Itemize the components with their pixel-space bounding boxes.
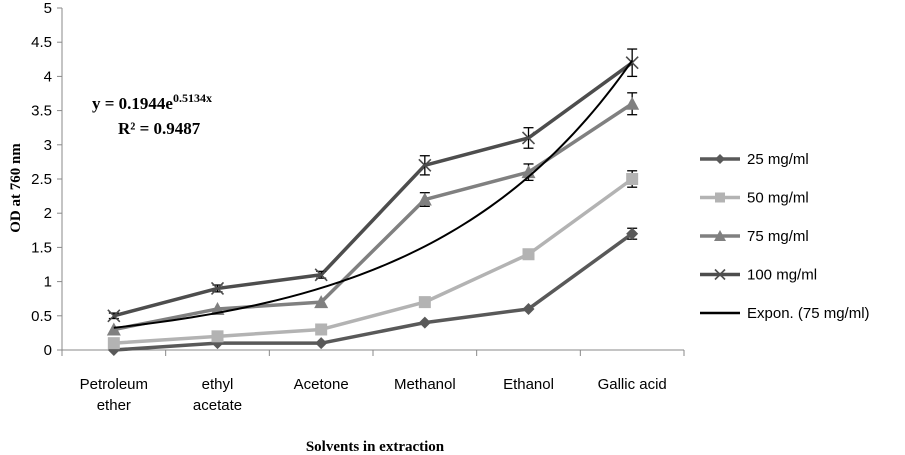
x-category-label-line: Petroleum: [80, 376, 148, 393]
trendline-group: [113, 59, 633, 329]
legend-label: 100 mg/ml: [747, 267, 817, 284]
x-category-label-line: acetate: [193, 397, 242, 414]
data-point-marker: [315, 323, 328, 336]
y-axis: 0 0.5 1 1.5 2 2.5 3 3.5 4 4.5 5: [31, 0, 63, 359]
legend-item: 50 mg/ml: [700, 190, 809, 207]
x-category-label: ethyl acetate: [193, 376, 242, 414]
x-category-label: Acetone: [294, 376, 349, 393]
data-point-marker: [521, 131, 536, 145]
legend-label: 25 mg/ml: [747, 151, 809, 168]
data-point-marker: [714, 268, 726, 281]
legend-item: 100 mg/ml: [700, 267, 817, 284]
trendline-equation: y = 0.1944e0.5134x: [92, 91, 212, 113]
series-line: [113, 232, 634, 352]
x-axis-title: Solvents in extraction: [306, 439, 445, 455]
legend-item: 25 mg/ml: [700, 151, 809, 168]
data-point-marker: [522, 248, 535, 261]
data-point-marker: [418, 158, 432, 172]
series-50-mg-ml: [107, 170, 639, 350]
x-category-label-line: Gallic acid: [598, 376, 667, 393]
series-line: [113, 177, 634, 345]
y-tick-label: 4: [44, 68, 52, 85]
y-tick-label: 0.5: [31, 308, 52, 325]
data-point-marker: [106, 322, 121, 336]
x-category-label: Methanol: [394, 376, 456, 393]
x-category-label: Ethanol: [503, 376, 554, 393]
data-point-marker: [626, 173, 639, 185]
data-point-marker: [417, 192, 432, 206]
y-tick-label: 1.5: [31, 239, 52, 256]
data-point-marker: [315, 337, 328, 350]
data-point-marker: [314, 268, 328, 282]
trendline-equation-base: y = 0.1944e: [92, 94, 173, 113]
legend-label: 75 mg/ml: [747, 228, 809, 245]
data-point-marker: [314, 295, 329, 309]
legend-label: 50 mg/ml: [747, 190, 809, 207]
legend: 25 mg/ml 50 mg/ml 75 mg/ml 100 mg/ml Expon. …: [700, 151, 870, 322]
y-tick-label: 1: [44, 274, 52, 291]
y-tick-label: 4.5: [31, 34, 52, 51]
data-point-marker: [715, 192, 725, 203]
legend-item: 75 mg/ml: [700, 228, 809, 245]
y-tick-label: 0: [44, 342, 52, 359]
data-point-marker: [210, 281, 225, 296]
x-category-label-line: ether: [97, 397, 131, 414]
series-100-mg-ml: [107, 48, 639, 323]
data-point-marker: [715, 154, 725, 164]
y-tick-label: 2: [44, 205, 52, 222]
data-point-marker: [714, 230, 726, 241]
legend-label: Expon. (75 mg/ml): [747, 305, 870, 322]
data-point-marker: [107, 309, 121, 323]
legend-item: Expon. (75 mg/ml): [700, 305, 870, 322]
data-point-marker: [625, 96, 640, 110]
y-tick-label: 3: [44, 137, 52, 154]
x-category-label-line: ethyl: [202, 376, 234, 393]
data-point-marker: [418, 316, 431, 329]
series-line: [113, 61, 634, 318]
data-point-marker: [418, 296, 431, 309]
trendline-equation-exponent: 0.5134x: [173, 91, 212, 105]
y-tick-label: 5: [44, 0, 52, 17]
trendline-r-squared: R² = 0.9487: [118, 119, 201, 138]
data-point-marker: [107, 337, 120, 350]
x-category-label-line: Acetone: [294, 376, 349, 393]
y-tick-label: 3.5: [31, 103, 52, 120]
data-point-marker: [522, 302, 535, 315]
x-category-label: Gallic acid: [598, 376, 667, 393]
x-category-label: Petroleum ether: [80, 376, 148, 414]
x-category-label-line: Methanol: [394, 376, 456, 393]
trendline-line: [113, 59, 633, 329]
y-tick-label: 2.5: [31, 171, 52, 188]
x-axis: Petroleum ether ethyl acetate Acetone Methano…: [61, 349, 685, 414]
data-point-marker: [211, 330, 224, 343]
x-category-label-line: Ethanol: [503, 376, 554, 393]
data-point-marker: [626, 227, 639, 240]
y-axis-title: OD at 760 nm: [8, 143, 24, 233]
